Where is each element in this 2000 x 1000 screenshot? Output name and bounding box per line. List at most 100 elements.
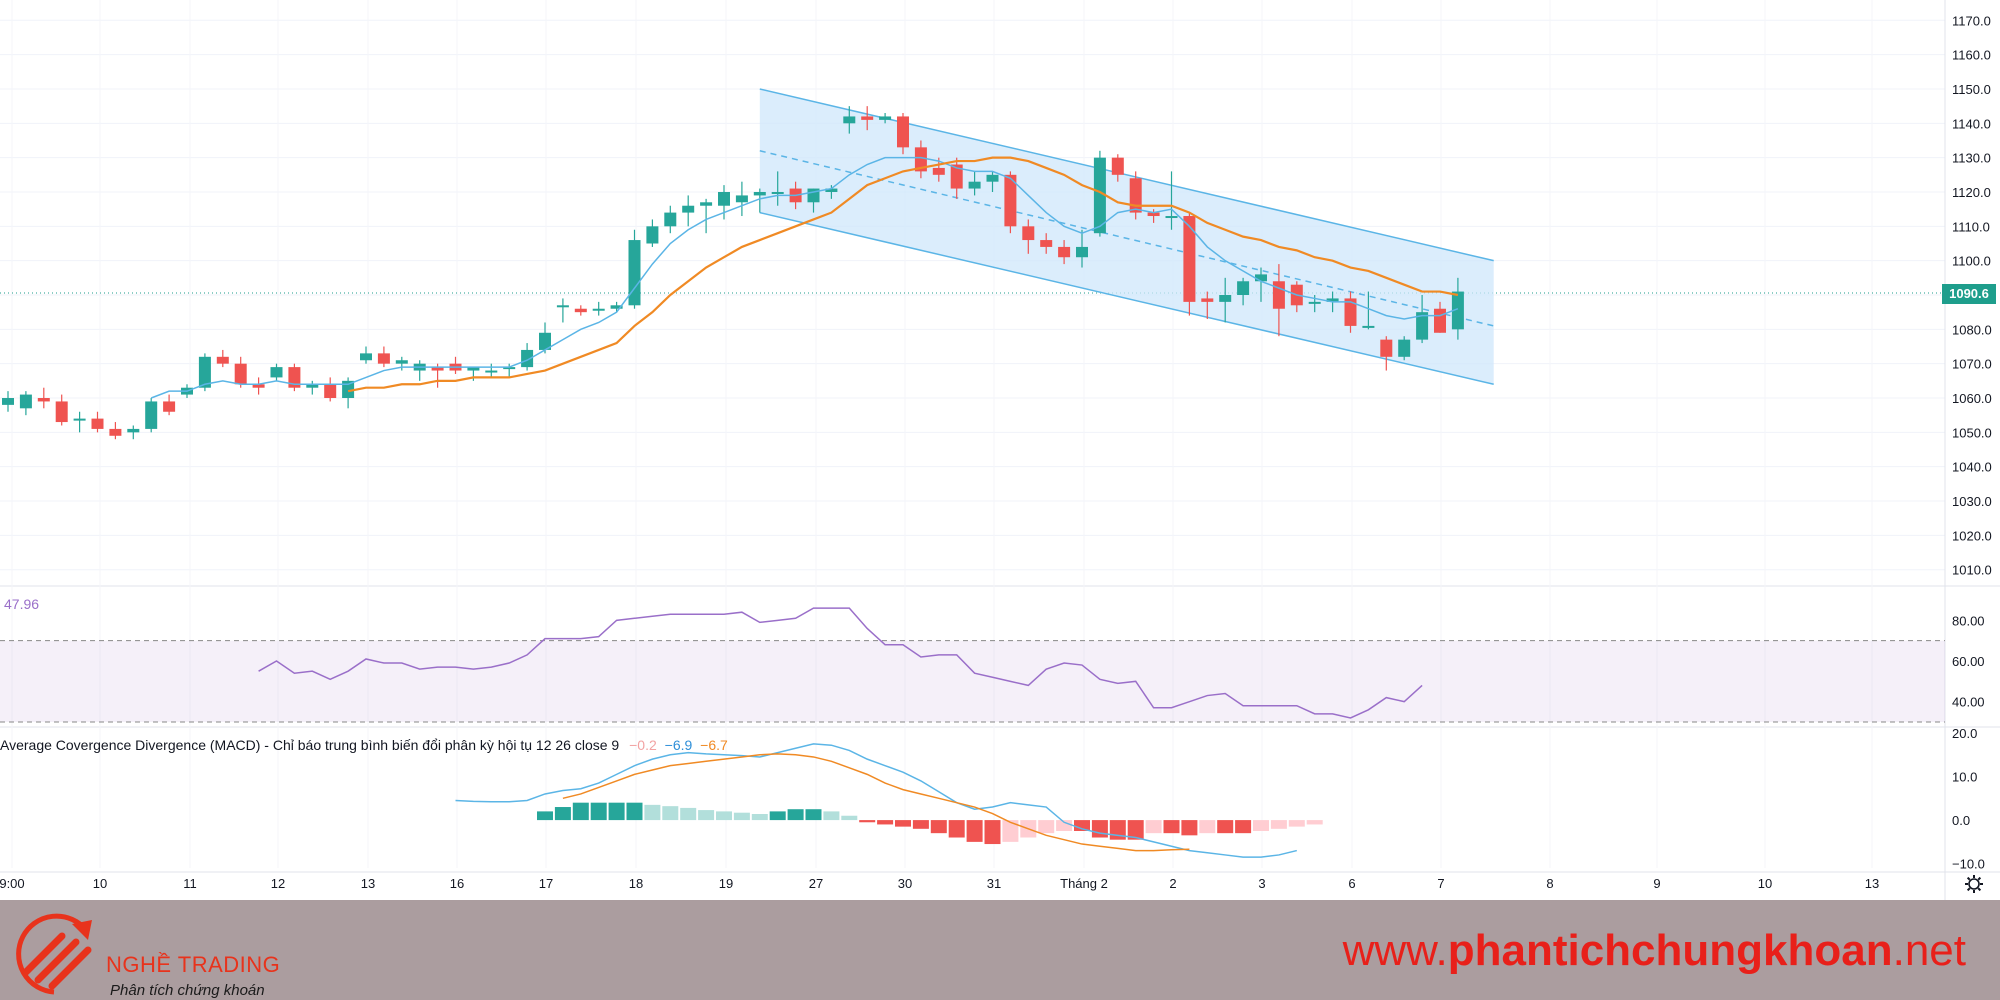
candle-body [735,195,748,203]
candle-body [37,398,50,402]
macd-histogram-bar [1002,820,1019,842]
rsi-tick-label: 80.00 [1952,613,1985,628]
candle-body [145,401,158,429]
logo-tagline: Phân tích chứng khoán [110,982,265,999]
time-tick-label: 12 [271,876,285,891]
candle-body [1434,308,1446,333]
candle-body [467,367,480,371]
candle-body [1362,325,1375,328]
candle-body [55,401,68,423]
macd-line-value: −6.9 [664,737,693,753]
price-tick-label: 1170.0 [1952,13,1991,28]
candle-body [306,384,319,388]
gear-icon[interactable] [1965,875,1983,893]
time-tick-label: 10 [93,876,107,891]
macd-histogram-bar [1056,820,1073,831]
time-tick-label: 7 [1437,876,1444,891]
price-tick-label: 1010.0 [1952,563,1992,578]
candle-body [986,174,999,182]
macd-histogram-bar [966,820,983,842]
logo[interactable]: NGHỀ TRADING Phân tích chứng khoán [14,910,284,999]
channel-lower-line [759,211,1494,386]
time-tick-label: 30 [898,876,912,891]
candle-body [2,398,14,405]
price-tick-label: 1020.0 [1952,528,1992,543]
candle-body [252,384,265,388]
macd-histogram-bar [895,820,911,827]
macd-tick-label: 0.0 [1952,813,1970,828]
time-tick-label: 19 [719,876,733,891]
candle-body [1076,246,1088,258]
footer-banner: NGHỀ TRADING Phân tích chứng khoán www.p… [0,900,2000,1000]
candle-body [753,191,766,196]
time-tick-label: 27 [809,876,823,891]
candle-body [664,212,677,227]
macd-histogram-bar [1235,820,1252,834]
macd-histogram-bar [1270,820,1287,829]
candle-body [574,308,587,313]
macd-histogram-bar [1163,820,1180,834]
candle-body [73,418,86,421]
rsi-band [0,640,1945,722]
macd-histogram-bar [1181,820,1198,836]
candle-body [234,363,247,385]
price-tick-label: 1150.0 [1952,82,1991,97]
candle-body [879,116,892,120]
candle-body [646,226,659,244]
time-tick-label: 9 [1653,876,1660,891]
candle-body [861,116,874,120]
macd-tick-label: 20.0 [1952,726,1977,741]
macd-histogram-bar [590,802,607,821]
macd-histogram-bar [608,802,625,821]
macd-histogram-bar [1038,820,1055,834]
candle-body [288,367,301,388]
time-tick-label: 2 [1169,876,1176,891]
time-tick-label: 6 [1348,876,1355,891]
candle-body [1093,157,1106,234]
price-tick-label: 1040.0 [1952,460,1992,475]
logo-name: NGHỀ TRADING [106,952,281,977]
macd-tick-label: 10.0 [1952,770,1977,785]
price-tick-label: 1120.0 [1952,185,1991,200]
candle-body [503,367,516,370]
candle-body [1344,298,1357,326]
macd-histogram-bar [823,811,840,821]
candle-body [1308,301,1321,304]
price-tick-label: 1050.0 [1952,425,1992,440]
candle-body [91,418,104,429]
candle-body [1040,240,1053,247]
candle-body [324,384,337,399]
candle-body [592,308,605,311]
rsi-tick-label: 40.00 [1952,695,1985,710]
candle-body [1111,157,1124,175]
macd-histogram-bar [1288,820,1305,827]
macd-histogram-bar [1074,820,1090,831]
website-url[interactable]: www.phantichchungkhoan.net [1343,926,1966,976]
macd-histogram-bar [733,812,750,821]
chart-canvas[interactable]: 1170.01160.01150.01140.01130.01120.01110… [0,0,2000,900]
macd-histogram-bar [912,820,929,829]
macd-histogram-bar [1127,820,1144,840]
candle-body [1022,226,1035,241]
candle-body [1255,274,1267,282]
candle-body [216,356,229,364]
rsi-line [258,607,1423,719]
candle-body [1219,295,1232,302]
candle-body [843,116,856,124]
time-tick-label: 18 [629,876,643,891]
time-tick-label: 9:00 [0,876,25,891]
ma-fast-line [150,156,1459,399]
macd-histogram-bar [787,809,804,821]
candle-body [1201,298,1214,302]
candle-body [1004,174,1017,227]
price-tick-label: 1100.0 [1952,254,1991,269]
time-tick-label: Tháng 2 [1060,876,1108,891]
moving-averages [150,156,1459,399]
price-tick-label: 1110.0 [1952,219,1990,234]
macd-histogram-bar [680,807,697,821]
macd-histogram-bar [572,802,589,821]
macd-histogram-bar [948,820,965,838]
time-tick-label: 13 [1865,876,1879,891]
candle-body [198,356,211,388]
rsi-tick-label: 60.00 [1952,654,1985,669]
